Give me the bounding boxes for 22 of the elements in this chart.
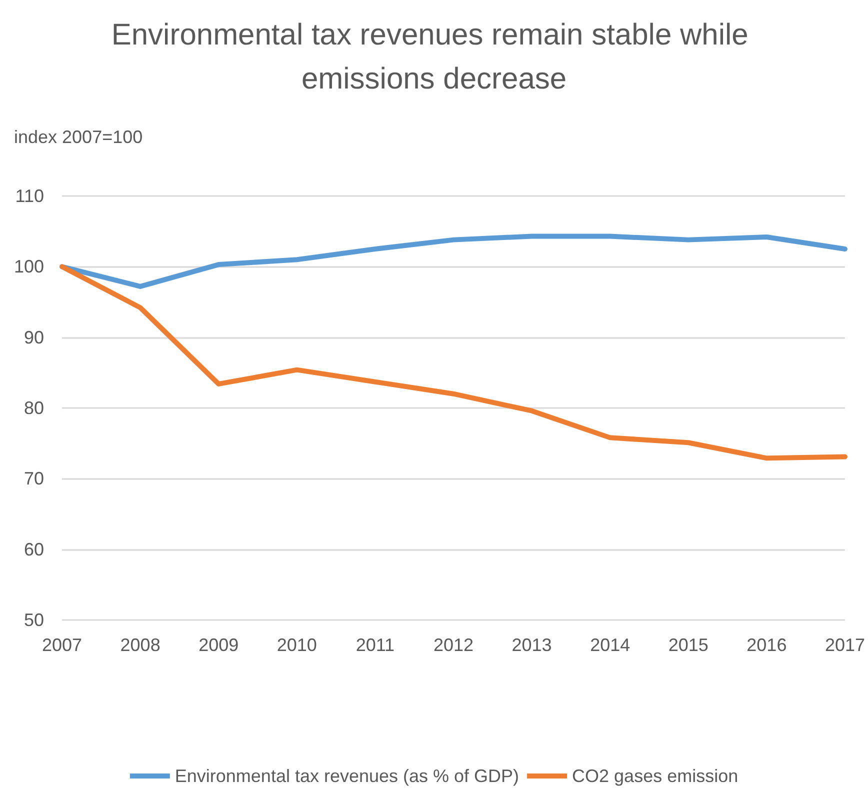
chart-title: Environmental tax revenues remain stable while emissions decrease [111, 18, 757, 96]
y-tick-label: 90 [24, 327, 44, 348]
x-tick-label: 2011 [356, 635, 395, 655]
x-tick-label: 2009 [198, 635, 239, 655]
y-tick-label: 50 [24, 610, 44, 630]
x-tick-label: 2008 [120, 635, 160, 655]
y-tick-label: 100 [14, 256, 44, 277]
y-tick-label: 80 [24, 398, 44, 418]
x-tick-label: 2017 [824, 635, 865, 655]
legend-label: Environmental tax revenues (as % of GDP) [174, 766, 520, 786]
x-tick-label: 2010 [276, 635, 317, 655]
x-tick-label: 2007 [42, 635, 82, 655]
y-axis-title: index 2007=100 [14, 127, 143, 147]
y-tick-label: 70 [24, 468, 44, 489]
x-tick-label: 2016 [746, 635, 787, 655]
x-tick-label: 2013 [512, 635, 552, 655]
y-tick-label: 110 [15, 186, 44, 206]
y-tick-label: 60 [24, 539, 44, 560]
x-tick-label: 2014 [590, 635, 630, 655]
legend-label: CO2 gases emission [572, 766, 738, 786]
x-tick-label: 2012 [433, 635, 474, 655]
x-tick-label: 2015 [668, 635, 708, 655]
